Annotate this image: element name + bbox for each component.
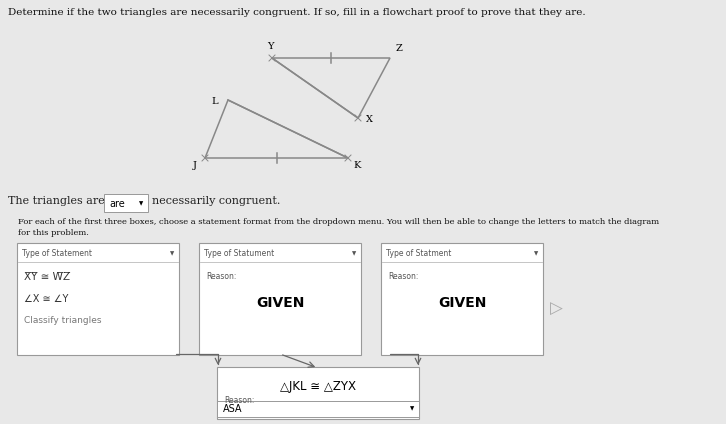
- FancyBboxPatch shape: [217, 367, 419, 419]
- Text: X: X: [366, 115, 373, 125]
- Text: △JKL ≅ △ZYX: △JKL ≅ △ZYX: [280, 380, 356, 393]
- Text: Type of Statment: Type of Statment: [386, 249, 452, 259]
- Text: For each of the first three boxes, choose a statement format from the dropdown m: For each of the first three boxes, choos…: [18, 218, 659, 226]
- Text: are: are: [109, 199, 125, 209]
- Text: ASA: ASA: [223, 404, 242, 414]
- Text: J: J: [193, 161, 197, 170]
- Text: ▼: ▼: [534, 251, 538, 257]
- Text: Type of Statement: Type of Statement: [22, 249, 92, 259]
- FancyBboxPatch shape: [381, 243, 543, 355]
- FancyBboxPatch shape: [17, 243, 179, 355]
- FancyBboxPatch shape: [217, 401, 419, 417]
- Text: GIVEN: GIVEN: [438, 296, 486, 310]
- Text: L: L: [211, 98, 218, 106]
- Text: ∠X ≅ ∠Y: ∠X ≅ ∠Y: [24, 294, 68, 304]
- FancyBboxPatch shape: [104, 194, 148, 212]
- Text: ▼: ▼: [352, 251, 356, 257]
- Text: X̅Y̅ ≅ W̅Z̅: X̅Y̅ ≅ W̅Z̅: [24, 272, 70, 282]
- Text: Reason:: Reason:: [224, 396, 254, 405]
- Text: Classify triangles: Classify triangles: [24, 316, 102, 325]
- Text: K: K: [353, 161, 360, 170]
- Text: ▷: ▷: [550, 300, 563, 318]
- Text: Reason:: Reason:: [206, 272, 237, 281]
- Text: Reason:: Reason:: [388, 272, 418, 281]
- Text: ▼: ▼: [410, 407, 415, 412]
- Text: Z: Z: [396, 44, 403, 53]
- Text: ▼: ▼: [170, 251, 174, 257]
- Text: Type of Statument: Type of Statument: [204, 249, 274, 259]
- Text: The triangles are: The triangles are: [8, 196, 105, 206]
- Text: for this problem.: for this problem.: [18, 229, 89, 237]
- Text: necessarily congruent.: necessarily congruent.: [152, 196, 280, 206]
- Text: Y: Y: [266, 42, 273, 51]
- FancyBboxPatch shape: [199, 243, 361, 355]
- Text: GIVEN: GIVEN: [256, 296, 304, 310]
- Text: ▼: ▼: [139, 201, 143, 206]
- Text: Determine if the two triangles are necessarily congruent. If so, fill in a flowc: Determine if the two triangles are neces…: [8, 8, 586, 17]
